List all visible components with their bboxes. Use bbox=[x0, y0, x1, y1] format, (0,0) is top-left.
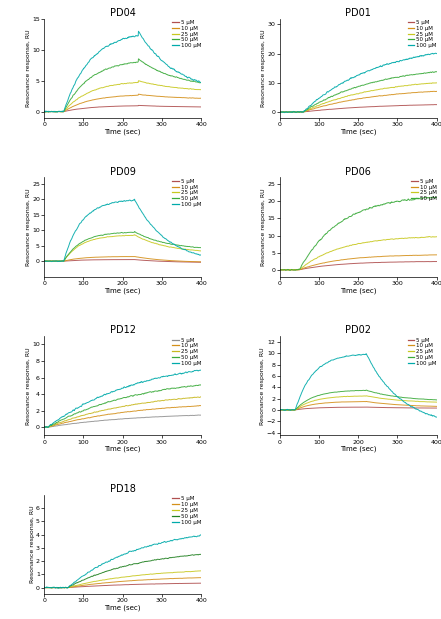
Title: PD02: PD02 bbox=[345, 326, 371, 335]
Legend: 5 μM, 10 μM, 25 μM, 50 μM, 100 μM: 5 μM, 10 μM, 25 μM, 50 μM, 100 μM bbox=[407, 337, 437, 366]
Legend: 5 μM, 10 μM, 25 μM, 50 μM, 100 μM: 5 μM, 10 μM, 25 μM, 50 μM, 100 μM bbox=[172, 178, 202, 207]
X-axis label: Time (sec): Time (sec) bbox=[105, 446, 141, 452]
Title: PD18: PD18 bbox=[110, 484, 135, 494]
Y-axis label: Resonance response, RU: Resonance response, RU bbox=[261, 188, 266, 266]
Title: PD06: PD06 bbox=[345, 167, 371, 176]
Legend: 5 μM, 10 μM, 25 μM, 50 μM, 100 μM: 5 μM, 10 μM, 25 μM, 50 μM, 100 μM bbox=[172, 496, 202, 526]
Title: PD01: PD01 bbox=[345, 8, 371, 18]
Legend: 5 μM, 10 μM, 25 μM, 50 μM, 100 μM: 5 μM, 10 μM, 25 μM, 50 μM, 100 μM bbox=[407, 19, 437, 49]
Y-axis label: Resonance response, RU: Resonance response, RU bbox=[26, 29, 31, 107]
Legend: 5 μM, 10 μM, 25 μM, 50 μM, 100 μM: 5 μM, 10 μM, 25 μM, 50 μM, 100 μM bbox=[172, 337, 202, 366]
Y-axis label: Resonance response, RU: Resonance response, RU bbox=[26, 188, 31, 266]
Y-axis label: Resonance response, RU: Resonance response, RU bbox=[261, 29, 266, 107]
X-axis label: Time (sec): Time (sec) bbox=[340, 287, 376, 293]
X-axis label: Time (sec): Time (sec) bbox=[340, 128, 376, 135]
Y-axis label: Resonance response, RU: Resonance response, RU bbox=[30, 506, 34, 584]
Legend: 5 μM, 10 μM, 25 μM, 50 μM: 5 μM, 10 μM, 25 μM, 50 μM bbox=[411, 178, 437, 202]
Title: PD09: PD09 bbox=[110, 167, 135, 176]
Title: PD12: PD12 bbox=[110, 326, 135, 335]
X-axis label: Time (sec): Time (sec) bbox=[105, 128, 141, 135]
X-axis label: Time (sec): Time (sec) bbox=[105, 605, 141, 612]
X-axis label: Time (sec): Time (sec) bbox=[340, 446, 376, 452]
Legend: 5 μM, 10 μM, 25 μM, 50 μM, 100 μM: 5 μM, 10 μM, 25 μM, 50 μM, 100 μM bbox=[172, 19, 202, 49]
X-axis label: Time (sec): Time (sec) bbox=[105, 287, 141, 293]
Y-axis label: Resonance response, RU: Resonance response, RU bbox=[260, 347, 265, 425]
Title: PD04: PD04 bbox=[110, 8, 135, 18]
Y-axis label: Resonance response, RU: Resonance response, RU bbox=[26, 347, 31, 425]
